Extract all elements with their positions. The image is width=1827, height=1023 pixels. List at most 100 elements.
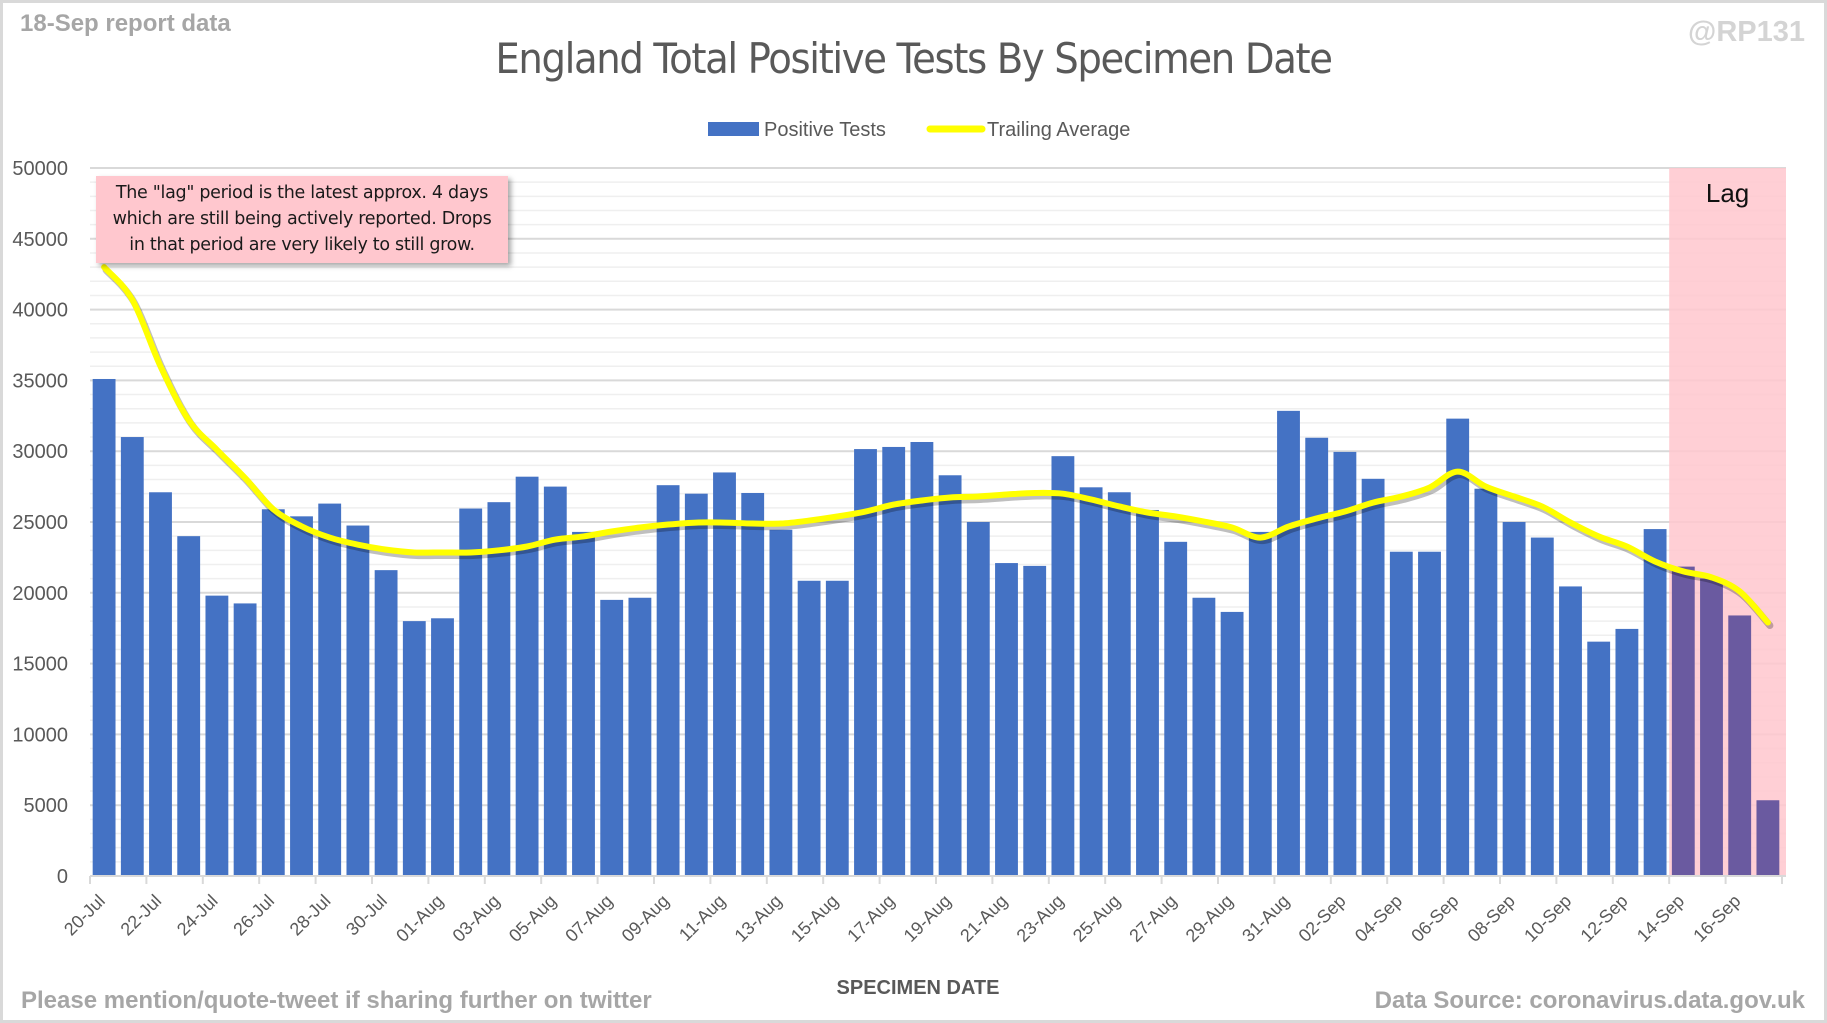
bar-positive-tests (149, 492, 172, 876)
x-tick-label: 16-Sep (1689, 891, 1744, 946)
bar-positive-tests (1277, 410, 1300, 876)
x-tick-label: 30-Jul (342, 891, 391, 940)
x-tick-label: 28-Jul (286, 891, 335, 940)
y-tick-label: 50000 (12, 158, 68, 180)
bar-positive-tests (459, 508, 483, 876)
bar-positive-tests (1164, 541, 1188, 876)
y-tick-label: 45000 (12, 229, 68, 251)
trailing-average-line (101, 264, 1774, 630)
bar-positive-tests (741, 492, 765, 876)
x-tick-label: 13-Aug (731, 891, 786, 946)
share-note: Please mention/quote-tweet if sharing fu… (21, 987, 652, 1014)
x-tick-label: 31-Aug (1238, 891, 1293, 946)
x-tick-label: 19-Aug (900, 891, 955, 946)
bar-positive-tests (1756, 800, 1780, 876)
data-source: Data Source: coronavirus.data.gov.uk (1374, 987, 1805, 1014)
bar-positive-tests (290, 516, 313, 876)
y-tick-label: 5000 (24, 795, 69, 817)
legend-label-positive-tests: Positive Tests (764, 119, 886, 141)
x-tick-label: 02-Sep (1295, 891, 1350, 946)
x-tick-label: 22-Jul (117, 891, 166, 940)
bar-positive-tests (684, 493, 708, 876)
y-tick-label: 25000 (12, 512, 68, 534)
bar-positive-tests (515, 476, 539, 876)
bar-positive-tests (1530, 537, 1554, 876)
x-tick-label: 24-Jul (173, 891, 222, 940)
bar-positive-tests (543, 486, 567, 876)
x-tick-label: 17-Aug (843, 891, 898, 946)
legend: Positive Tests Trailing Average (708, 119, 1130, 141)
x-axis-title: SPECIMEN DATE (836, 977, 1000, 999)
report-date-label: 18-Sep report data (20, 10, 231, 37)
bar-positive-tests (1671, 566, 1695, 876)
bar-positive-tests (713, 472, 736, 876)
x-tick-label: 08-Sep (1464, 891, 1519, 946)
bar-positive-tests (1136, 509, 1159, 876)
x-tick-label: 20-Jul (60, 891, 109, 940)
x-tick-label: 05-Aug (505, 891, 560, 946)
bar-positive-tests (1023, 565, 1047, 876)
bar-positive-tests (346, 525, 370, 876)
bar-positive-tests (882, 446, 906, 876)
bar-positive-tests (600, 599, 624, 876)
y-tick-label: 15000 (12, 654, 68, 676)
x-tick-label: 10-Sep (1520, 891, 1575, 946)
bar-positive-tests (938, 475, 962, 876)
bar-positive-tests (1643, 529, 1667, 876)
bar-positive-tests (431, 618, 454, 876)
bar-positive-tests (1079, 487, 1103, 876)
bar-positive-tests (233, 603, 257, 876)
bar-positive-tests (1305, 437, 1329, 876)
bar-positive-tests (92, 378, 116, 876)
legend-swatch-positive-tests (708, 122, 759, 136)
y-tick-label: 10000 (12, 724, 68, 746)
annotation-line: in that period are very likely to still … (129, 235, 475, 255)
x-tick-label: 07-Aug (561, 891, 616, 946)
bar-positive-tests (1559, 586, 1582, 876)
bar-positive-tests (1418, 551, 1441, 876)
author-handle: @RP131 (1688, 16, 1805, 48)
x-tick-label: 23-Aug (1013, 891, 1068, 946)
x-tick-label: 29-Aug (1182, 891, 1237, 946)
bar-positive-tests (1333, 451, 1357, 876)
bar-positive-tests (825, 580, 849, 876)
x-tick-label: 26-Jul (229, 891, 278, 940)
bar-positive-tests (854, 449, 877, 876)
bar-positive-tests (1587, 641, 1611, 876)
bar-positive-tests (1615, 628, 1639, 876)
bar-positive-tests (402, 621, 426, 876)
bar-positive-tests (1446, 418, 1470, 876)
bar-positive-tests (374, 570, 398, 876)
bar-positive-tests (1700, 578, 1723, 876)
bar-positive-tests (1361, 478, 1385, 876)
bar-positive-tests (797, 580, 821, 876)
y-tick-label: 0 (57, 866, 68, 888)
bar-positive-tests (1107, 492, 1131, 876)
bar-positive-tests (628, 597, 652, 876)
lag-annotation-box: The "lag" period is the latest approx. 4… (96, 176, 508, 263)
bar-positive-tests (1248, 531, 1272, 876)
bar-positive-tests (1220, 611, 1244, 876)
bar-positive-tests (177, 536, 201, 876)
bar-positive-tests (910, 441, 934, 876)
bar-positive-tests (487, 502, 511, 876)
lag-region: Lag (1669, 168, 1786, 876)
y-tick-label: 35000 (12, 370, 68, 392)
bar-positive-tests (656, 485, 680, 876)
chart-title: England Total Positive Tests By Specimen… (495, 34, 1333, 83)
bar-positive-tests (1389, 551, 1413, 876)
x-tick-label: 06-Sep (1407, 891, 1462, 946)
y-tick-label: 30000 (12, 441, 68, 463)
trailing-average-series (101, 264, 1771, 626)
bar-positive-tests (572, 531, 595, 876)
x-tick-label: 01-Aug (392, 891, 447, 946)
bar-positive-tests (995, 563, 1018, 876)
x-tick-label: 25-Aug (1069, 891, 1124, 946)
bar-positive-tests (205, 595, 229, 876)
x-tick-label: 03-Aug (449, 891, 504, 946)
y-tick-label: 20000 (12, 583, 68, 605)
annotation-line: which are still being actively reported.… (112, 209, 492, 229)
x-tick-label: 14-Sep (1633, 891, 1688, 946)
x-tick-label: 27-Aug (1125, 891, 1180, 946)
